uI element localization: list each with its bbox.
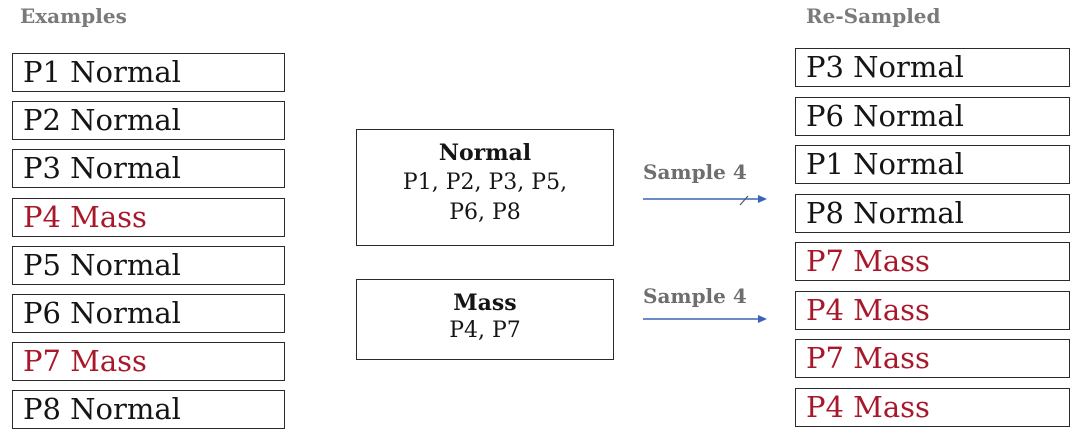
mass-group-title: Mass [453, 290, 517, 316]
examples-heading: Examples [20, 4, 127, 28]
normal-group-members-line1: P1, P2, P3, P5, [402, 170, 568, 195]
example-item: P4 Mass [12, 197, 285, 237]
resampled-item: P7 Mass [795, 242, 1070, 281]
example-item: P5 Normal [12, 245, 285, 285]
example-item: P8 Normal [12, 390, 285, 430]
sample-arrow-bottom-label: Sample 4 [643, 284, 747, 308]
sample-arrow-top [643, 195, 767, 206]
resampled-list: P3 Normal P6 Normal P1 Normal P8 Normal P7 M… [795, 48, 1070, 438]
resampled-item: P4 Mass [795, 290, 1070, 330]
resampled-item: P6 Normal [795, 96, 1070, 136]
example-item: P1 Normal [12, 53, 285, 92]
resampled-item: P8 Normal [795, 193, 1070, 233]
resampled-item: P3 Normal [795, 48, 1070, 87]
normal-group-members-line2: P6, P8 [449, 200, 521, 225]
normal-group-title: Normal [438, 140, 532, 166]
mass-group-box: Mass P4, P7 [356, 279, 614, 360]
example-item: P3 Normal [12, 149, 285, 189]
resampled-item: P1 Normal [795, 145, 1070, 184]
resampled-heading: Re-Sampled [806, 4, 941, 28]
mass-group-members: P4, P7 [449, 318, 521, 343]
example-item: P6 Normal [12, 294, 285, 333]
normal-group-box: Normal P1, P2, P3, P5, P6, P8 [356, 129, 614, 246]
example-item: P7 Mass [12, 342, 285, 382]
example-item: P2 Normal [12, 101, 285, 141]
sample-arrow-bottom [643, 315, 767, 323]
sample-arrow-top-label: Sample 4 [643, 160, 747, 184]
resampled-item: P7 Mass [795, 339, 1070, 378]
pen-cursor-icon [739, 195, 749, 206]
resampled-item: P4 Mass [795, 387, 1070, 427]
examples-list: P1 Normal P2 Normal P3 Normal P4 Mass P5 Nor… [12, 53, 285, 438]
